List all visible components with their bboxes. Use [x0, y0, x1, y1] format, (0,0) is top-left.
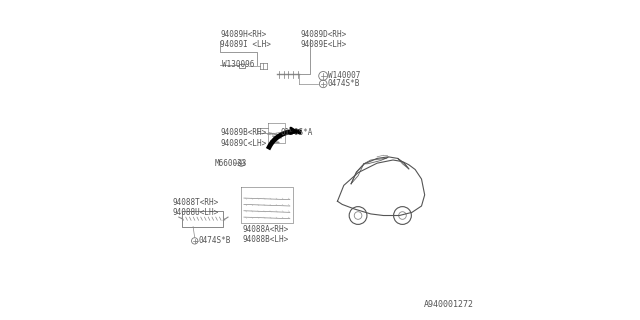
Text: A940001272: A940001272 [424, 300, 474, 309]
Polygon shape [397, 158, 409, 169]
Text: 94089H<RH>
94089I <LH>: 94089H<RH> 94089I <LH> [220, 30, 271, 49]
Text: 94088A<RH>
94088B<LH>: 94088A<RH> 94088B<LH> [243, 225, 289, 244]
Text: 0474S*B: 0474S*B [199, 236, 231, 245]
Text: M660033: M660033 [214, 159, 247, 168]
Polygon shape [351, 164, 364, 184]
Polygon shape [364, 157, 388, 164]
Text: 0474S*B: 0474S*B [328, 79, 360, 88]
Text: W140007: W140007 [328, 71, 360, 80]
Text: 0100S*A: 0100S*A [280, 128, 313, 137]
Text: 94089B<RH>
94089C<LH>: 94089B<RH> 94089C<LH> [220, 128, 266, 148]
Bar [239, 63, 245, 68]
Text: 94088T<RH>
94088U<LH>: 94088T<RH> 94088U<LH> [173, 198, 219, 218]
Text: 94089D<RH>
94089E<LH>: 94089D<RH> 94089E<LH> [301, 30, 348, 49]
Text: W130096: W130096 [221, 60, 254, 69]
